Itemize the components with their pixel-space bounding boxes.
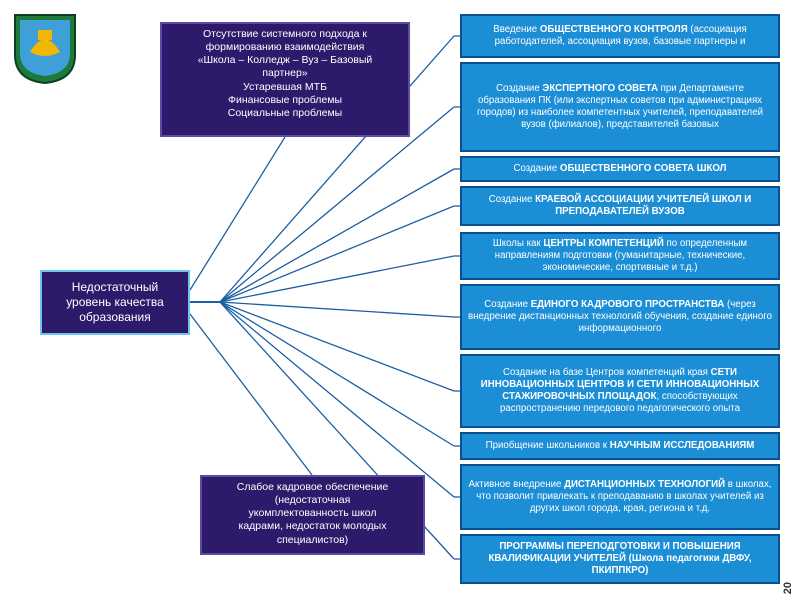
solution-box-2: Создание ЭКСПЕРТНОГО СОВЕТА при Департам… bbox=[460, 62, 780, 152]
solution-box-7: Создание на базе Центров компетенций кра… bbox=[460, 354, 780, 428]
solution-box-4: Создание КРАЕВОЙ АССОЦИАЦИИ УЧИТЕЛЕЙ ШКО… bbox=[460, 186, 780, 226]
solution-box-1: Введение ОБЩЕСТВЕННОГО КОНТРОЛЯ (ассоциа… bbox=[460, 14, 780, 58]
solution-box-6: Создание ЕДИНОГО КАДРОВОГО ПРОСТРАНСТВА … bbox=[460, 284, 780, 350]
top-problem-box: Отсутствие системного подхода кформирова… bbox=[160, 22, 410, 137]
solution-box-3: Создание ОБЩЕСТВЕННОГО СОВЕТА ШКОЛ bbox=[460, 156, 780, 182]
solution-box-9: Активное внедрение ДИСТАНЦИОННЫХ ТЕХНОЛО… bbox=[460, 464, 780, 530]
page-number: 20 bbox=[782, 582, 794, 594]
solution-box-5: Школы как ЦЕНТРЫ КОМПЕТЕНЦИЙ по определе… bbox=[460, 232, 780, 280]
solution-box-10: ПРОГРАММЫ ПЕРЕПОДГОТОВКИ И ПОВЫШЕНИЯ КВА… bbox=[460, 534, 780, 584]
bottom-problem-box: Слабое кадровое обеспечение(недостаточна… bbox=[200, 475, 425, 555]
central-problem-box: Недостаточный уровень качества образован… bbox=[40, 270, 190, 335]
coat-of-arms bbox=[10, 10, 80, 85]
solution-box-8: Приобщение школьников к НАУЧНЫМ ИССЛЕДОВ… bbox=[460, 432, 780, 460]
